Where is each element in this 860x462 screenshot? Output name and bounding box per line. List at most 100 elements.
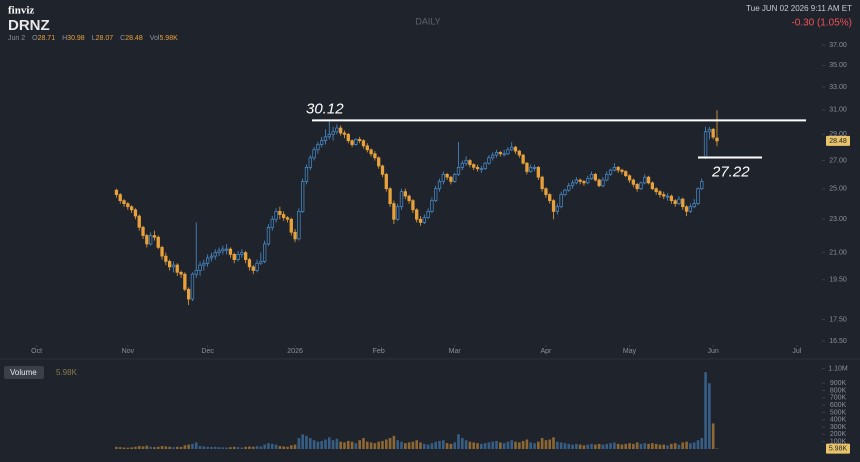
candle-body xyxy=(639,182,643,190)
volume-bar xyxy=(301,434,304,449)
x-tick-label: Nov xyxy=(122,348,135,355)
volume-bar xyxy=(647,443,650,449)
candle-body xyxy=(407,195,411,201)
volume-bar xyxy=(308,438,312,449)
volume-title: Volume xyxy=(10,368,37,377)
ticker: DRNZ xyxy=(8,17,50,34)
volume-bar xyxy=(141,446,145,449)
candle-body xyxy=(529,166,533,172)
candle-body xyxy=(399,191,404,208)
volume-bar xyxy=(601,444,605,449)
volume-bar xyxy=(396,440,399,449)
candle-body xyxy=(460,162,464,168)
volume-bar xyxy=(594,444,597,449)
volume-y-tick-label: 600K xyxy=(830,402,847,409)
candle-body xyxy=(430,200,434,212)
volume-bar xyxy=(711,423,715,449)
volume-bar xyxy=(457,434,460,449)
candle-body xyxy=(316,144,320,151)
legend-value: 28.48 xyxy=(125,35,143,42)
y-tick-label: 17.50 xyxy=(829,316,847,323)
volume-bar xyxy=(472,442,476,449)
volume-bar xyxy=(616,443,620,449)
volume-bar xyxy=(343,442,346,449)
volume-bar xyxy=(164,446,168,449)
x-tick-label: Jul xyxy=(792,348,801,355)
volume-y-tick-label: 900K xyxy=(830,380,847,387)
volume-bar xyxy=(270,443,274,449)
volume-bar xyxy=(556,441,559,449)
volume-bar xyxy=(571,444,574,449)
candle-body xyxy=(236,254,240,261)
volume-bar xyxy=(666,445,669,449)
volume-bar xyxy=(354,443,358,449)
volume-bar xyxy=(335,438,339,449)
volume-bar xyxy=(411,441,415,449)
volume-bar xyxy=(449,443,453,449)
candle-body xyxy=(681,198,685,208)
volume-bar xyxy=(232,446,236,449)
candle-body xyxy=(221,248,225,252)
volume-bar xyxy=(567,443,571,449)
y-tick-label: 33.00 xyxy=(829,84,847,91)
volume-bar xyxy=(187,444,190,449)
volume-bar xyxy=(206,446,209,449)
candle-body xyxy=(377,157,381,167)
candle-body xyxy=(247,259,252,268)
last-price-tag xyxy=(826,135,850,146)
volume-bar xyxy=(529,442,533,449)
volume-bar xyxy=(118,447,122,449)
candle-body xyxy=(582,181,586,184)
volume-bar xyxy=(358,440,361,449)
volume-bar xyxy=(305,435,308,449)
legend-key: Vol xyxy=(150,35,160,42)
candle-body xyxy=(422,217,426,223)
candle-body xyxy=(304,166,309,182)
candle-body xyxy=(255,262,259,271)
candle-body xyxy=(437,181,442,190)
candle-body xyxy=(152,235,157,238)
volume-bar xyxy=(673,443,677,449)
candle-body xyxy=(145,235,149,245)
volume-bar xyxy=(510,440,514,449)
volume-bar xyxy=(681,442,685,449)
candle-body xyxy=(551,200,556,212)
volume-bar xyxy=(377,441,380,449)
volume-bar xyxy=(540,438,544,449)
legend-value: 5.98K xyxy=(159,35,178,42)
volume-bar xyxy=(491,441,495,449)
candle-body xyxy=(555,206,559,212)
volume-bar xyxy=(605,443,609,449)
volume-bar xyxy=(537,441,540,449)
x-tick-label: Oct xyxy=(31,348,42,355)
volume-bar xyxy=(548,439,552,449)
candle-body xyxy=(612,166,617,171)
candle-body xyxy=(506,149,510,155)
volume-bar xyxy=(696,440,700,449)
candle-body xyxy=(137,215,141,228)
candle-body xyxy=(559,194,563,208)
volume-bar xyxy=(251,446,255,449)
volume-y-tick-label: 1.10M xyxy=(828,365,848,372)
volume-bar xyxy=(563,443,567,449)
candle-body xyxy=(411,200,415,211)
candle-body xyxy=(589,173,594,179)
candle-body xyxy=(308,157,312,168)
candle-body xyxy=(225,248,229,251)
volume-bar xyxy=(191,443,194,449)
legend-key: O xyxy=(32,35,38,42)
volume-bar xyxy=(468,441,472,449)
candle-body xyxy=(403,191,407,197)
candle-body xyxy=(263,243,267,262)
volume-bar xyxy=(586,444,590,449)
candle-body xyxy=(513,146,518,152)
volume-bar xyxy=(575,443,578,449)
candle-body xyxy=(202,262,206,266)
candle-body xyxy=(586,178,590,184)
volume-bar xyxy=(267,443,270,449)
volume-bar xyxy=(362,438,365,449)
candle-body xyxy=(654,188,658,192)
candle-body xyxy=(563,189,567,195)
volume-bar xyxy=(153,447,156,449)
